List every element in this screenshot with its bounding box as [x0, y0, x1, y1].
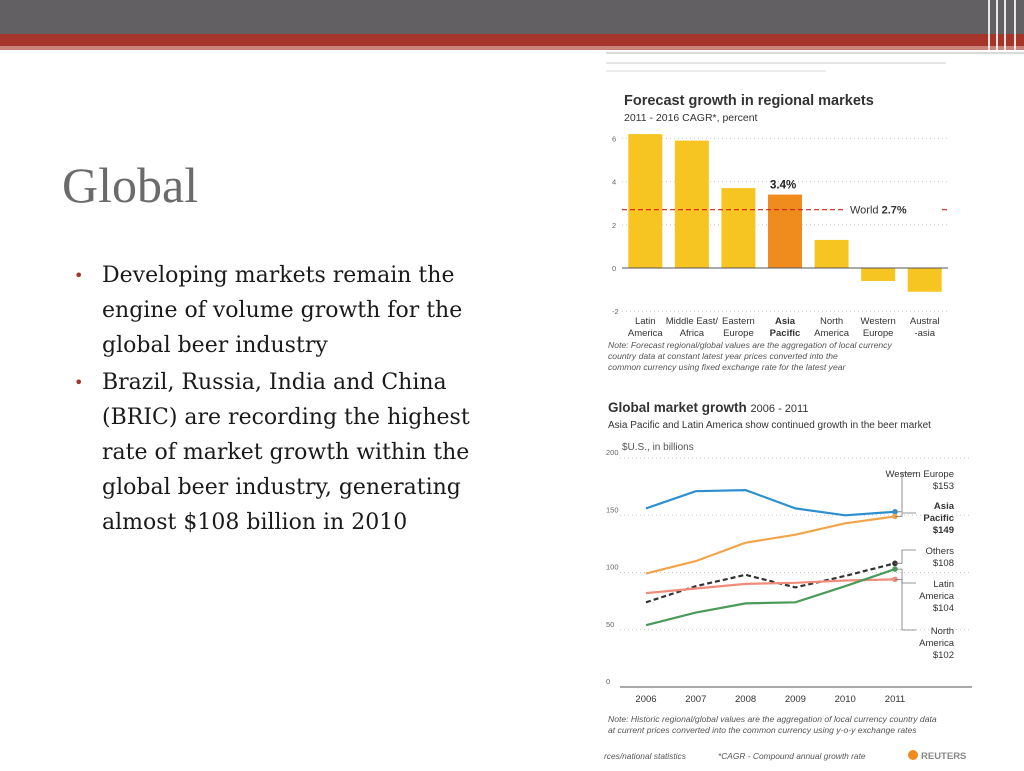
line-series-value: $153	[933, 481, 954, 492]
reuters-credit: REUTERS	[921, 751, 966, 762]
bar	[674, 140, 709, 268]
reuters-logo-icon	[908, 750, 918, 760]
divider-line	[606, 70, 826, 72]
bar-category-label: Latin	[635, 316, 656, 327]
bar	[768, 194, 802, 268]
line-series-label: North	[931, 626, 954, 637]
line-series-label: America	[919, 591, 955, 602]
bullet-icon: •	[74, 373, 84, 392]
bar-category-label: Western	[861, 316, 896, 327]
line-chart-subtitle: Asia Pacific and Latin America show cont…	[608, 420, 931, 431]
line-series-label: Western Europe	[886, 469, 954, 480]
decorative-lines	[984, 0, 1024, 74]
bullet-icon: •	[74, 266, 84, 285]
line-y-tick: 50	[606, 620, 614, 629]
line-series-label: Latin	[933, 579, 954, 590]
bar-category-label: -asia	[914, 328, 935, 339]
bar-category-label: Austral	[910, 316, 940, 327]
line-series-value: $149	[933, 525, 954, 536]
bar-category-label: Asia	[775, 316, 796, 327]
reference-text: World 2.7%	[850, 205, 907, 217]
bar-category-label: Africa	[680, 328, 705, 339]
label-leader-line	[895, 512, 916, 517]
line-series-label: Others	[925, 546, 954, 557]
reference-name: World	[850, 205, 879, 217]
line-chart-title-main: Global market growth	[608, 400, 747, 415]
line-x-tick: 2006	[635, 694, 656, 705]
line-x-tick: 2007	[685, 694, 706, 705]
bar-category-label: Eastern	[722, 316, 755, 327]
source-text: rces/national statistics	[604, 751, 687, 761]
bar-category-label: Europe	[723, 328, 754, 339]
line-series	[645, 568, 896, 627]
bullet-item: • Brazil, Russia, India and China (BRIC) …	[72, 365, 512, 540]
bar	[907, 268, 942, 292]
accent-bar	[0, 34, 1024, 46]
bar-category-label: Pacific	[770, 328, 801, 339]
divider-line	[606, 62, 946, 64]
line-chart-note: Note: Historic regional/global values ar…	[608, 714, 939, 735]
bar-y-tick: 0	[612, 264, 616, 273]
bar-category-label: Europe	[863, 328, 894, 339]
accent-bar-shadow	[0, 46, 1024, 50]
bar	[721, 188, 756, 268]
label-leader-line	[895, 568, 916, 631]
line-y-tick: 200	[606, 448, 619, 457]
label-leader-line	[895, 578, 916, 584]
line-chart-title-years: 2006 - 2011	[751, 403, 809, 415]
bar	[628, 134, 663, 268]
cagr-footnote: *CAGR - Compound annual growth rate	[718, 751, 866, 761]
line-series	[645, 488, 896, 517]
bar	[814, 239, 849, 268]
bar-category-label: America	[628, 328, 664, 339]
reference-value: 2.7%	[882, 205, 907, 217]
bar-y-tick: 4	[612, 178, 616, 187]
bar	[861, 268, 896, 281]
line-series-label: Pacific	[923, 513, 954, 524]
bar-chart-note: Note: Forecast regional/global values ar…	[608, 340, 894, 372]
bullet-text: Brazil, Russia, India and China (BRIC) a…	[102, 370, 470, 535]
label-leader-line	[895, 549, 916, 564]
bar-highlight-label: 3.4%	[770, 180, 796, 192]
bar-y-tick: 2	[612, 221, 616, 230]
line-series-value: $104	[933, 603, 954, 614]
infographic: Forecast growth in regional markets 2011…	[600, 76, 972, 766]
header-bar	[0, 0, 1024, 34]
line-y-tick: 0	[606, 677, 610, 686]
line-x-tick: 2011	[885, 694, 905, 705]
line-chart-plot: 200 150 100 50 0 2006 2007 2008 2009 2010 2011 West…	[606, 448, 972, 705]
infographic-svg: Forecast growth in regional markets 2011…	[604, 93, 972, 762]
bullet-item: • Developing markets remain the engine of…	[72, 258, 512, 363]
line-x-tick: 2009	[785, 694, 806, 705]
line-series-label: America	[919, 638, 955, 649]
line-x-tick: 2008	[735, 694, 756, 705]
line-series	[645, 578, 896, 595]
line-chart-ylabel: $U.S., in billions	[622, 442, 694, 453]
line-chart-title: Global market growth 2006 - 2011	[608, 400, 808, 415]
line-x-tick: 2010	[835, 694, 856, 705]
bar-y-tick: -2	[612, 307, 619, 316]
bar-category-label: North	[820, 316, 843, 327]
line-series-label: Asia	[934, 501, 955, 512]
line-series-value: $102	[933, 650, 954, 661]
bar-y-tick: 6	[612, 134, 616, 143]
line-series-value: $108	[933, 558, 954, 569]
bullet-list: • Developing markets remain the engine of…	[72, 258, 512, 542]
line-series	[645, 515, 896, 575]
bar-category-label: Middle East/	[666, 316, 719, 327]
bar-category-label: America	[814, 328, 850, 339]
divider-line	[606, 52, 1024, 54]
slide-title: Global	[62, 157, 199, 213]
line-y-tick: 150	[606, 505, 619, 514]
label-leader-line	[895, 472, 916, 513]
bar-chart-title: Forecast growth in regional markets	[624, 93, 874, 109]
line-y-tick: 100	[606, 563, 619, 572]
bar-chart-subtitle: 2011 - 2016 CAGR*, percent	[624, 112, 758, 124]
reference-label: World 2.7%	[843, 201, 941, 218]
bullet-text: Developing markets remain the engine of …	[102, 263, 463, 358]
